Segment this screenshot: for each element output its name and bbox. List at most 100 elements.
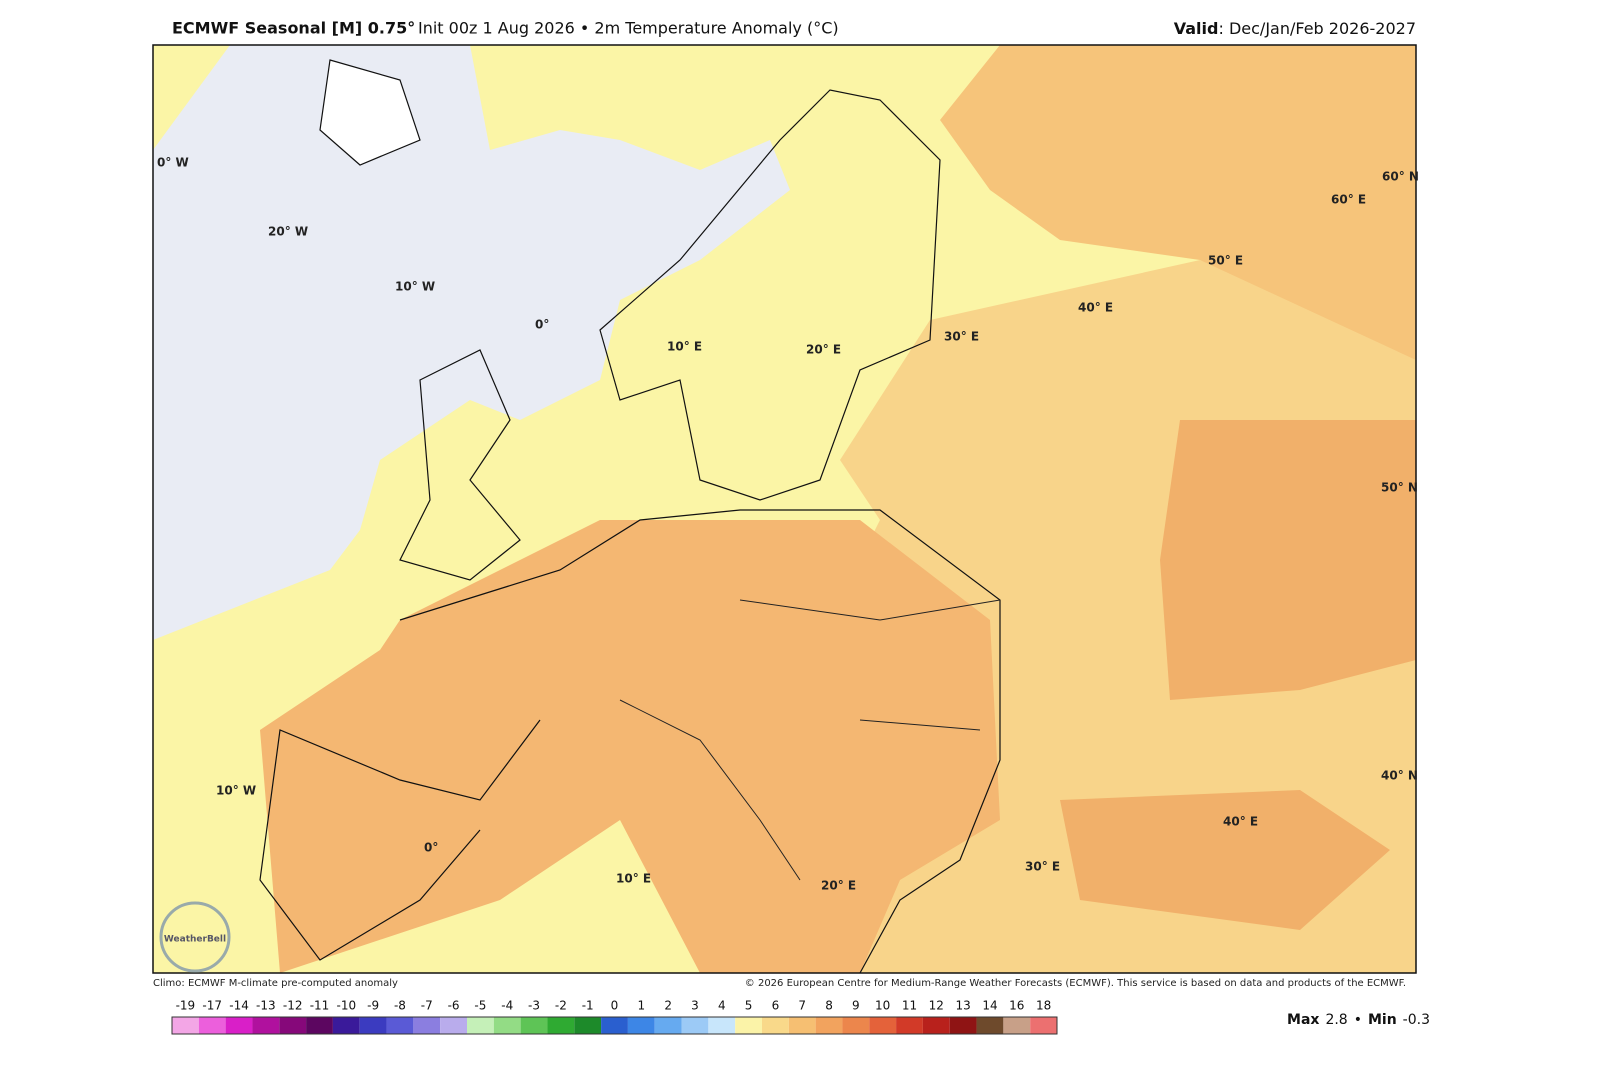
colorbar-label: -5 bbox=[474, 999, 486, 1013]
colorbar-label: 12 bbox=[929, 999, 944, 1013]
colorbar-swatch bbox=[547, 1017, 575, 1034]
stats: Max 2.8 • Min -0.3 bbox=[1287, 1012, 1430, 1028]
max: 2.8 bbox=[1325, 1012, 1347, 1028]
valid: Valid: Dec/Jan/Feb 2026-2027 bbox=[1174, 19, 1416, 38]
max-label: Max bbox=[1287, 1012, 1319, 1028]
colorbar-swatch bbox=[386, 1017, 414, 1034]
colorbar-swatch bbox=[708, 1017, 736, 1034]
colorbar-swatch bbox=[252, 1017, 280, 1034]
graticule-label: 60° N bbox=[1382, 170, 1419, 184]
graticule-label: 10° E bbox=[667, 340, 702, 354]
colorbar-swatch bbox=[306, 1017, 333, 1034]
graticule-label: 50° E bbox=[1208, 254, 1243, 268]
colorbar-label: -8 bbox=[394, 999, 406, 1013]
britain bbox=[399, 349, 521, 581]
colorbar-label: -10 bbox=[337, 999, 357, 1013]
colorbar-swatch bbox=[788, 1017, 816, 1034]
colorbar-label: 10 bbox=[875, 999, 890, 1013]
colorbar-label: 11 bbox=[902, 999, 917, 1013]
graticule-label: 10° E bbox=[616, 872, 651, 886]
colorbar-swatch bbox=[735, 1017, 762, 1034]
colorbar-label: -19 bbox=[176, 999, 196, 1013]
colorbar-swatch bbox=[279, 1017, 307, 1034]
colorbar-swatch bbox=[172, 1017, 199, 1034]
colorbar-swatch bbox=[922, 1017, 950, 1034]
colorbar-label: -4 bbox=[501, 999, 513, 1013]
warm-area bbox=[260, 520, 1000, 973]
graticule-label: 0° W bbox=[157, 156, 189, 170]
colorbar-label: 7 bbox=[798, 999, 806, 1013]
graticule-label: 10° W bbox=[395, 280, 435, 294]
graticule-label: 30° E bbox=[944, 330, 979, 344]
colorbar-label: 14 bbox=[982, 999, 997, 1013]
graticule-label: 40° E bbox=[1078, 301, 1113, 315]
colorbar-swatch bbox=[842, 1017, 870, 1034]
colorbar-label: 18 bbox=[1036, 999, 1051, 1013]
colorbar-label: 0 bbox=[611, 999, 619, 1013]
colorbar-swatch bbox=[601, 1017, 628, 1034]
graticule-label: 0° bbox=[424, 841, 438, 855]
colorbar-label: -12 bbox=[283, 999, 303, 1013]
colorbar-swatch bbox=[949, 1017, 977, 1034]
colorbar: -19 -17 -14 -13 -12 -11 -10 -9 -8 -7 -6 -5 -4 -3 -2 -1 0… bbox=[171, 999, 1058, 1035]
warm-area bbox=[1160, 420, 1416, 700]
border bbox=[619, 599, 1001, 881]
footer-left: Climo: ECMWF M-climate pre-computed anom… bbox=[153, 978, 398, 989]
colorbar-swatch bbox=[520, 1017, 548, 1034]
graticule-label: 20° E bbox=[821, 879, 856, 893]
colorbar-label: 13 bbox=[955, 999, 970, 1013]
graticule-label: 0° bbox=[535, 318, 549, 332]
graticule-label: 50° N bbox=[1381, 481, 1418, 495]
colorbar-swatch bbox=[225, 1017, 253, 1034]
colorbar-label: -14 bbox=[229, 999, 249, 1013]
colorbar-label: -13 bbox=[256, 999, 276, 1013]
colorbar-label: 5 bbox=[745, 999, 753, 1013]
colorbar-label: 9 bbox=[852, 999, 860, 1013]
colorbar-swatch bbox=[467, 1017, 494, 1034]
title: Init 00z 1 Aug 2026 • 2m Temperature Ano… bbox=[418, 19, 839, 38]
colorbar-swatch bbox=[762, 1017, 789, 1034]
colorbar-swatch bbox=[332, 1017, 360, 1034]
colorbar-swatch bbox=[869, 1017, 897, 1034]
colorbar-swatch bbox=[815, 1017, 843, 1034]
colorbar-swatch bbox=[1003, 1017, 1031, 1034]
min-label: Min bbox=[1368, 1012, 1397, 1028]
graticule-label: 20° E bbox=[806, 343, 841, 357]
colorbar-label: 16 bbox=[1009, 999, 1024, 1013]
colorbar-label: 4 bbox=[718, 999, 726, 1013]
colorbar-swatch bbox=[627, 1017, 655, 1034]
colorbar-swatch bbox=[574, 1017, 602, 1034]
colorbar-swatch bbox=[359, 1017, 387, 1034]
title-bold: ECMWF Seasonal [M] 0.75° bbox=[172, 19, 415, 38]
colorbar-swatch bbox=[681, 1017, 709, 1034]
graticule-label: 40° N bbox=[1381, 769, 1418, 783]
colorbar-label: -9 bbox=[367, 999, 379, 1013]
colorbar-label: 6 bbox=[772, 999, 780, 1013]
colorbar-label: 3 bbox=[691, 999, 699, 1013]
logo: WeatherBell bbox=[164, 935, 226, 945]
warm-area bbox=[940, 45, 1416, 360]
min: -0.3 bbox=[1403, 1012, 1430, 1028]
colorbar-label: -2 bbox=[555, 999, 567, 1013]
graticule-label: 60° E bbox=[1331, 193, 1366, 207]
colorbar-label: -1 bbox=[582, 999, 594, 1013]
colorbar-label: -6 bbox=[448, 999, 460, 1013]
map: WeatherBell bbox=[152, 44, 1417, 974]
footer-right: © 2026 European Centre for Medium-Range … bbox=[745, 978, 1406, 989]
colorbar-swatch bbox=[976, 1017, 1004, 1034]
graticule-label: 30° E bbox=[1025, 860, 1060, 874]
valid-label: Valid bbox=[1174, 19, 1219, 38]
colorbar-swatch bbox=[493, 1017, 521, 1034]
colorbar-swatch bbox=[198, 1017, 226, 1034]
warm-area bbox=[1060, 790, 1390, 930]
colorbar-label: 1 bbox=[637, 999, 645, 1013]
graticule-label: 10° W bbox=[216, 784, 256, 798]
colorbar-swatch bbox=[413, 1017, 441, 1034]
colorbar-swatch bbox=[1030, 1017, 1057, 1034]
map-frame bbox=[152, 44, 1417, 974]
colorbar-label: -11 bbox=[310, 999, 330, 1013]
colorbar-swatch bbox=[440, 1017, 467, 1034]
colorbar-swatch bbox=[896, 1017, 923, 1034]
graticule-label: 20° W bbox=[268, 225, 308, 239]
